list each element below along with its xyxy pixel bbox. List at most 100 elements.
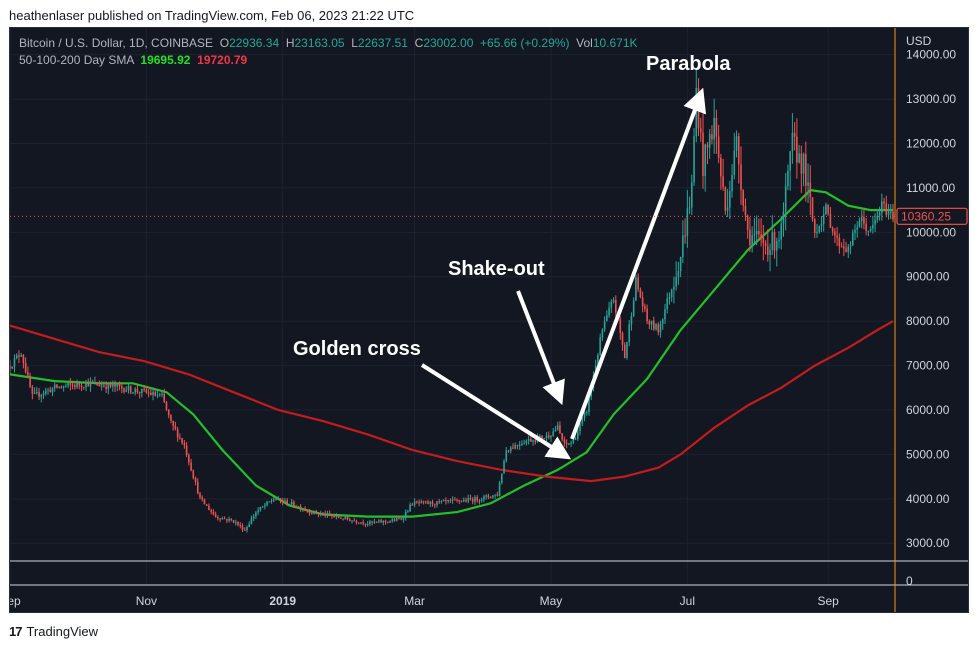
price-axis[interactable]: USD 3000.00 4000.00 5000.00 6000.00 7000.00 80… (10, 34, 968, 588)
annotation-arrow (570, 87, 707, 440)
candle-body (181, 438, 183, 444)
candle-body (673, 286, 675, 290)
candle-body (411, 504, 414, 506)
candle-body (679, 256, 682, 272)
candle-body (831, 227, 834, 232)
candle-body (541, 435, 543, 439)
candle-body (391, 519, 394, 522)
candle-body (478, 500, 481, 502)
x-tick-label[interactable]: 2019 (269, 594, 296, 608)
candle-body (789, 151, 791, 171)
footer-brand[interactable]: TradingView (26, 624, 99, 639)
tradingview-logo-icon[interactable]: 17 (9, 624, 23, 639)
sma-red-line (10, 320, 894, 483)
y-tick-label[interactable]: 5000.00 (906, 447, 950, 461)
candle-body (684, 235, 686, 237)
chart-panel[interactable]: Golden cross Shake-out Parabola USD 3000.00… (9, 27, 969, 613)
annotation-arrow (420, 363, 572, 460)
candle-body (630, 315, 633, 325)
x-tick-label[interactable]: Sep (10, 594, 21, 608)
candle-body (626, 342, 628, 358)
x-tick-label[interactable]: Mar (404, 594, 425, 608)
candle-body (849, 245, 852, 247)
candle-body (357, 522, 360, 524)
axis-unit-label[interactable]: USD (906, 34, 932, 48)
legend-sma-label[interactable]: 50-100-200 Day SMA (19, 53, 134, 67)
legend-symbol[interactable]: Bitcoin / U.S. Dollar, 1D, COINBASE (19, 36, 214, 50)
candle-body (129, 385, 132, 393)
candle-body (105, 386, 107, 390)
candle-body (91, 381, 94, 383)
candle-body (530, 439, 532, 442)
candle-body (601, 329, 604, 338)
candle-body (299, 506, 302, 510)
candle-body (518, 445, 521, 447)
candle-body (657, 324, 660, 333)
volume-axis-tick[interactable]: 0 (906, 574, 913, 588)
candle-body (156, 395, 159, 397)
candle-body (147, 392, 150, 394)
candle-body (610, 301, 613, 308)
x-tick-label[interactable]: Jul (680, 594, 695, 608)
y-tick-label[interactable]: 3000.00 (906, 536, 950, 550)
candle-body (243, 529, 246, 531)
candle-body (619, 318, 622, 334)
annotations: Golden cross Shake-out Parabola (293, 53, 731, 460)
candle-body (302, 509, 304, 511)
candle-body (677, 271, 680, 278)
y-tick-label[interactable]: 11000.00 (906, 181, 955, 195)
candle-body (818, 226, 821, 232)
y-tick-label[interactable]: 6000.00 (906, 403, 950, 417)
candle-body (382, 520, 385, 523)
candle-body (469, 498, 472, 500)
candle-body (713, 117, 715, 140)
y-tick-label[interactable]: 4000.00 (906, 492, 950, 506)
candle-body (232, 520, 235, 523)
candle-body (94, 382, 96, 384)
candle-body (22, 355, 25, 363)
candle-body (577, 431, 579, 439)
candle-body (834, 231, 836, 236)
candle-body (621, 333, 624, 345)
candle-body (447, 500, 449, 502)
legend-low-label: L (351, 36, 358, 50)
y-tick-label[interactable]: 13000.00 (906, 92, 956, 106)
candle-body (27, 372, 29, 376)
candle-body (840, 246, 843, 248)
y-tick-label[interactable]: 7000.00 (906, 359, 950, 373)
candle-body (691, 182, 693, 208)
y-tick-label[interactable]: 12000.00 (906, 136, 956, 150)
legend-close-label: C (414, 36, 424, 50)
x-tick-label[interactable]: May (540, 594, 563, 608)
candle-body (686, 208, 689, 237)
x-tick-label[interactable]: Sep (817, 594, 839, 608)
candle-body (427, 501, 429, 504)
candle-body (729, 191, 731, 208)
y-tick-label[interactable]: 8000.00 (906, 314, 950, 328)
candle-body (451, 499, 454, 501)
candle-body (588, 396, 590, 413)
candle-body (509, 447, 512, 452)
candle-body (525, 440, 528, 444)
y-tick-label[interactable]: 9000.00 (906, 270, 950, 284)
current-price-badge[interactable] (896, 207, 968, 225)
x-tick-label[interactable]: Nov (136, 594, 157, 608)
candle-body (210, 510, 212, 512)
candle-body (758, 231, 760, 235)
current-price-label[interactable]: 10360.25 (901, 209, 951, 223)
candle-body (313, 510, 315, 514)
y-tick-label[interactable]: 10000.00 (906, 225, 956, 239)
price-chart[interactable]: Golden cross Shake-out Parabola USD 3000.00… (10, 28, 968, 612)
candle-body (881, 201, 883, 213)
candle-body (456, 499, 458, 501)
candle-body (230, 518, 233, 521)
time-axis[interactable]: Sep Nov 2019 Mar May Jul Sep (10, 594, 839, 608)
candle-body (261, 506, 264, 508)
candle-body (234, 522, 237, 524)
candle-body (485, 495, 487, 497)
candle-body (371, 521, 373, 523)
candle-body (127, 385, 130, 391)
candle-body (36, 391, 38, 393)
y-tick-label[interactable]: 14000.00 (906, 48, 956, 62)
candle-body (53, 384, 56, 389)
